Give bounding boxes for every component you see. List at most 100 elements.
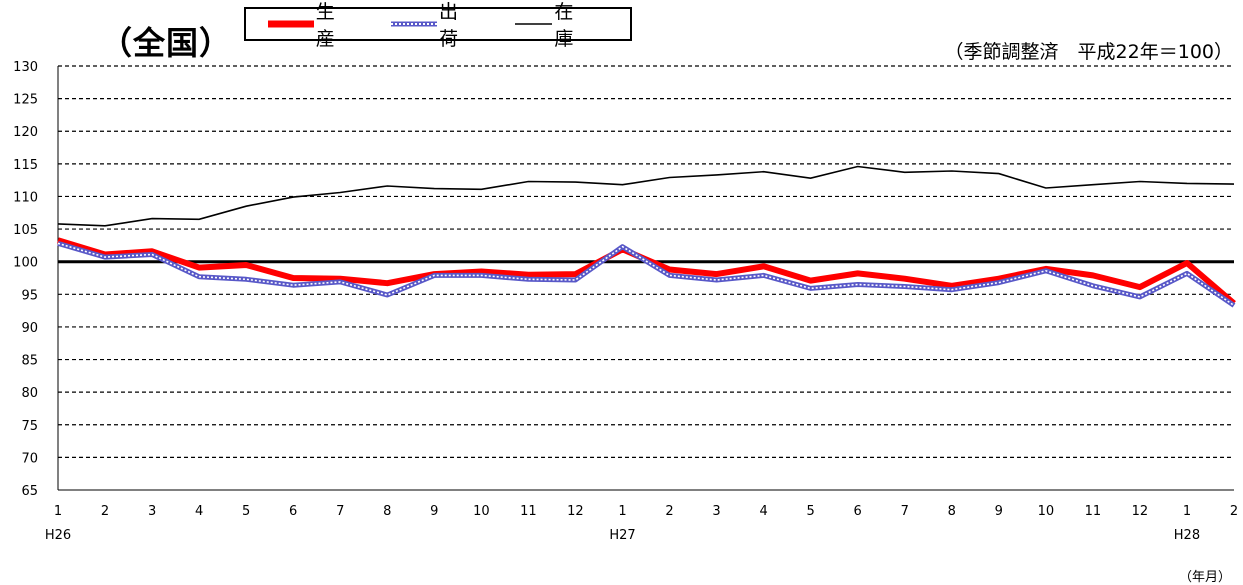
data-point-series-2 — [950, 170, 953, 173]
y-tick-label: 65 — [21, 484, 38, 499]
data-point-series-1 — [1185, 272, 1188, 275]
data-point-series-2 — [621, 183, 624, 186]
data-point-series-1 — [856, 283, 859, 286]
data-point-series-2 — [903, 171, 906, 174]
x-tick-label: 10 — [473, 504, 490, 519]
data-point-series-0 — [762, 265, 765, 268]
x-tick-label: 6 — [854, 504, 862, 519]
data-point-series-2 — [1044, 186, 1047, 189]
x-tick-label: 10 — [1038, 504, 1055, 519]
y-tick-label: 120 — [13, 125, 38, 140]
data-point-series-1 — [292, 284, 295, 287]
legend-label-shipment: 出 荷 — [439, 1, 465, 50]
data-point-series-1 — [950, 288, 953, 291]
data-point-series-0 — [950, 284, 953, 287]
data-point-series-2 — [1138, 180, 1141, 183]
y-tick-label: 70 — [21, 451, 38, 466]
x-year-label: H27 — [609, 528, 635, 543]
y-tick-label: 90 — [21, 321, 38, 336]
x-tick-label: 1 — [54, 504, 62, 519]
data-point-series-1 — [198, 275, 201, 278]
data-point-series-2 — [57, 222, 60, 225]
y-tick-label: 100 — [13, 256, 38, 271]
chart-note: （季節調整済 平成22年＝100） — [944, 41, 1233, 63]
y-tick-label: 85 — [21, 354, 38, 369]
data-point-series-2 — [1233, 183, 1236, 186]
data-point-series-0 — [527, 273, 530, 276]
data-point-series-2 — [480, 188, 483, 191]
data-point-series-0 — [856, 272, 859, 275]
x-tick-label: 9 — [430, 504, 438, 519]
data-point-series-2 — [574, 181, 577, 184]
y-tick-label: 75 — [21, 419, 38, 434]
data-point-series-2 — [151, 217, 154, 220]
data-point-series-0 — [245, 263, 248, 266]
production-line-icon — [268, 20, 314, 28]
data-point-series-0 — [1091, 274, 1094, 277]
data-point-series-0 — [339, 277, 342, 280]
data-point-series-1 — [1233, 304, 1236, 307]
data-point-series-2 — [809, 177, 812, 180]
x-tick-label: 2 — [101, 504, 109, 519]
data-point-series-2 — [856, 165, 859, 168]
legend-item-shipment: 出 荷 — [391, 0, 500, 51]
x-tick-label: 5 — [806, 504, 814, 519]
inventory-series-line — [57, 165, 1235, 227]
data-point-series-0 — [57, 239, 60, 242]
data-point-series-1 — [151, 253, 154, 256]
data-point-series-1 — [997, 281, 1000, 284]
data-point-series-2 — [997, 172, 1000, 175]
data-point-series-1 — [1138, 295, 1141, 298]
data-point-series-0 — [997, 277, 1000, 280]
data-point-series-2 — [386, 185, 389, 188]
data-point-series-1 — [1091, 284, 1094, 287]
data-point-series-0 — [621, 248, 624, 251]
data-point-series-2 — [527, 180, 530, 183]
data-point-series-1 — [903, 285, 906, 288]
data-point-series-2 — [198, 218, 201, 221]
data-point-series-0 — [104, 253, 107, 256]
inventory-line-icon — [514, 23, 553, 25]
y-tick-label: 95 — [21, 288, 38, 303]
x-tick-label: 4 — [195, 504, 203, 519]
x-tick-label: 11 — [1085, 504, 1102, 519]
y-tick-label: 105 — [13, 223, 38, 238]
x-year-label: H28 — [1174, 528, 1200, 543]
data-point-series-1 — [339, 280, 342, 283]
x-axis-unit: （年月） — [1178, 570, 1231, 585]
data-point-series-0 — [151, 250, 154, 253]
data-point-series-2 — [668, 176, 671, 179]
data-point-series-1 — [1044, 269, 1047, 272]
data-point-series-0 — [1185, 261, 1188, 264]
data-point-series-2 — [339, 191, 342, 194]
x-tick-label: 2 — [1230, 504, 1238, 519]
shipment-series-pattern — [57, 242, 1235, 307]
x-tick-label: 5 — [242, 504, 250, 519]
data-point-series-1 — [574, 278, 577, 281]
data-point-series-1 — [668, 274, 671, 277]
x-tick-label: 12 — [1132, 504, 1149, 519]
data-point-series-1 — [480, 274, 483, 277]
shipment-line-icon — [391, 21, 437, 27]
x-tick-label: 2 — [665, 504, 673, 519]
x-tick-label: 7 — [336, 504, 344, 519]
y-tick-label: 130 — [13, 60, 38, 75]
legend: 生 産 出 荷 在 庫 — [244, 1, 632, 50]
legend-label-inventory: 在 庫 — [554, 1, 580, 50]
data-point-series-2 — [1185, 182, 1188, 185]
x-tick-label: 12 — [567, 504, 584, 519]
data-point-series-2 — [433, 187, 436, 190]
data-point-series-0 — [668, 268, 671, 271]
y-tick-label: 110 — [13, 190, 38, 205]
data-point-series-1 — [104, 256, 107, 259]
data-point-series-0 — [292, 277, 295, 280]
data-point-series-0 — [386, 282, 389, 285]
data-point-series-1 — [715, 278, 718, 281]
x-tick-label: 1 — [1183, 504, 1191, 519]
y-tick-label: 80 — [21, 386, 38, 401]
data-point-series-0 — [574, 273, 577, 276]
data-point-series-0 — [715, 273, 718, 276]
data-point-series-2 — [245, 205, 248, 208]
x-tick-label: 11 — [520, 504, 537, 519]
